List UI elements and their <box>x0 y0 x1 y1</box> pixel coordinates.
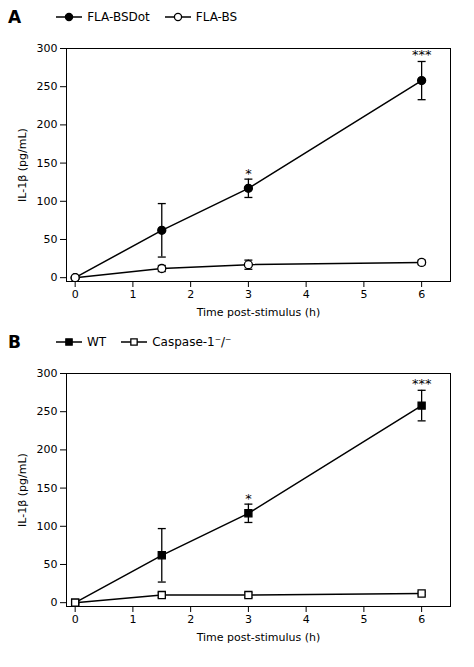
svg-text:***: *** <box>412 47 432 62</box>
svg-text:100: 100 <box>37 520 58 533</box>
html-text:Caspase-1⁻/⁻: Caspase-1⁻/⁻ <box>152 335 232 349</box>
svg-text:2: 2 <box>187 288 194 301</box>
svg-text:3: 3 <box>245 613 252 626</box>
svg-text:5: 5 <box>360 288 367 301</box>
svg-text:*: * <box>245 491 252 506</box>
svg-text:2: 2 <box>187 613 194 626</box>
html-text:B: B <box>8 332 21 352</box>
svg-text:300: 300 <box>37 367 58 380</box>
svg-text:Time post-stimulus (h): Time post-stimulus (h) <box>196 631 321 644</box>
svg-text:100: 100 <box>37 195 58 208</box>
svg-text:150: 150 <box>37 157 58 170</box>
svg-text:50: 50 <box>44 558 58 571</box>
svg-text:***: *** <box>412 376 432 391</box>
svg-text:300: 300 <box>37 42 58 55</box>
svg-text:0: 0 <box>51 271 58 284</box>
svg-text:5: 5 <box>360 613 367 626</box>
svg-text:0: 0 <box>72 613 79 626</box>
svg-text:IL-1β (pg/mL): IL-1β (pg/mL) <box>16 453 29 527</box>
svg-text:250: 250 <box>37 80 58 93</box>
svg-text:200: 200 <box>37 443 58 456</box>
svg-text:4: 4 <box>303 288 310 301</box>
html-text:FLA-BSDot: FLA-BSDot <box>87 10 150 24</box>
svg-text:Time post-stimulus (h): Time post-stimulus (h) <box>196 306 321 319</box>
svg-text:0: 0 <box>51 596 58 609</box>
svg-text:50: 50 <box>44 233 58 246</box>
html-text:A: A <box>8 7 22 27</box>
svg-text:250: 250 <box>37 405 58 418</box>
html-text:WT: WT <box>87 335 107 349</box>
svg-text:3: 3 <box>245 288 252 301</box>
svg-text:6: 6 <box>418 288 425 301</box>
svg-text:6: 6 <box>418 613 425 626</box>
svg-text:IL-1β (pg/mL): IL-1β (pg/mL) <box>16 128 29 202</box>
svg-text:150: 150 <box>37 482 58 495</box>
html-text:FLA-BS: FLA-BS <box>195 10 238 24</box>
svg-text:200: 200 <box>37 118 58 131</box>
svg-text:4: 4 <box>303 613 310 626</box>
svg-text:*: * <box>245 166 252 181</box>
svg-text:0: 0 <box>72 288 79 301</box>
svg-text:1: 1 <box>129 288 136 301</box>
svg-text:1: 1 <box>129 613 136 626</box>
